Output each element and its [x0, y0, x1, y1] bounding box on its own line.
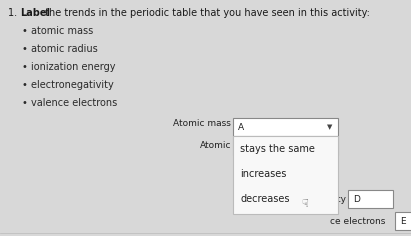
Bar	[348, 190, 393, 208]
Text: • electronegativity: • electronegativity	[22, 80, 114, 90]
Text: vity: vity	[330, 194, 347, 203]
Text: • ionization energy: • ionization energy	[22, 62, 115, 72]
Text: decreases: decreases	[240, 194, 289, 204]
Bar	[233, 136, 338, 214]
Text: ☟: ☟	[301, 199, 308, 209]
Text: Atomic mass: Atomic mass	[173, 118, 231, 127]
Text: • valence electrons: • valence electrons	[22, 98, 117, 108]
Text: • atomic radius: • atomic radius	[22, 44, 98, 54]
Text: 1.: 1.	[8, 8, 20, 18]
Text: ▼: ▼	[327, 143, 332, 149]
Text: A: A	[238, 122, 244, 131]
Bar	[233, 137, 338, 155]
Text: the trends in the periodic table that you have seen in this activity:: the trends in the periodic table that yo…	[42, 8, 370, 18]
Text: stays the same: stays the same	[240, 144, 315, 154]
Text: D: D	[353, 194, 360, 203]
Text: ce electrons: ce electrons	[330, 216, 386, 226]
Bar	[395, 212, 411, 230]
Text: Label: Label	[20, 8, 50, 18]
Text: • atomic mass: • atomic mass	[22, 26, 93, 36]
Text: Atomic: Atomic	[199, 142, 231, 151]
Bar	[233, 118, 338, 136]
Text: ▼: ▼	[327, 124, 332, 130]
Text: E: E	[400, 216, 406, 226]
Text: increases: increases	[240, 169, 286, 179]
